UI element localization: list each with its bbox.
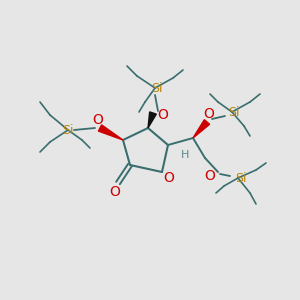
Text: O: O — [93, 113, 104, 127]
Text: O: O — [164, 171, 174, 185]
Text: Si: Si — [62, 124, 74, 136]
Text: H: H — [181, 150, 189, 160]
Text: Si: Si — [235, 172, 247, 185]
Polygon shape — [148, 112, 156, 128]
Polygon shape — [98, 125, 123, 140]
Text: Si: Si — [228, 106, 240, 118]
Polygon shape — [193, 120, 210, 138]
Text: O: O — [110, 185, 120, 199]
Text: O: O — [205, 169, 215, 183]
Text: O: O — [204, 107, 214, 121]
Text: Si: Si — [151, 82, 163, 94]
Text: O: O — [158, 108, 168, 122]
